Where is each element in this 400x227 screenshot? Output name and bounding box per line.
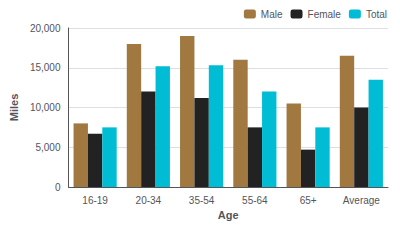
svg-text:5,000: 5,000: [35, 142, 60, 153]
svg-text:35-54: 35-54: [189, 195, 215, 206]
svg-text:10,000: 10,000: [30, 102, 61, 113]
svg-text:Miles: Miles: [8, 94, 20, 122]
svg-text:16-19: 16-19: [82, 195, 108, 206]
svg-text:15,000: 15,000: [30, 62, 61, 73]
svg-text:55-64: 55-64: [242, 195, 268, 206]
svg-text:Age: Age: [218, 209, 239, 221]
svg-text:Male: Male: [261, 9, 283, 20]
svg-text:Average: Average: [343, 195, 381, 206]
svg-text:Total: Total: [366, 9, 387, 20]
svg-text:0: 0: [55, 182, 61, 193]
svg-text:Female: Female: [308, 9, 342, 20]
svg-text:20,000: 20,000: [30, 23, 61, 34]
svg-text:65+: 65+: [300, 195, 317, 206]
svg-text:20-34: 20-34: [136, 195, 162, 206]
